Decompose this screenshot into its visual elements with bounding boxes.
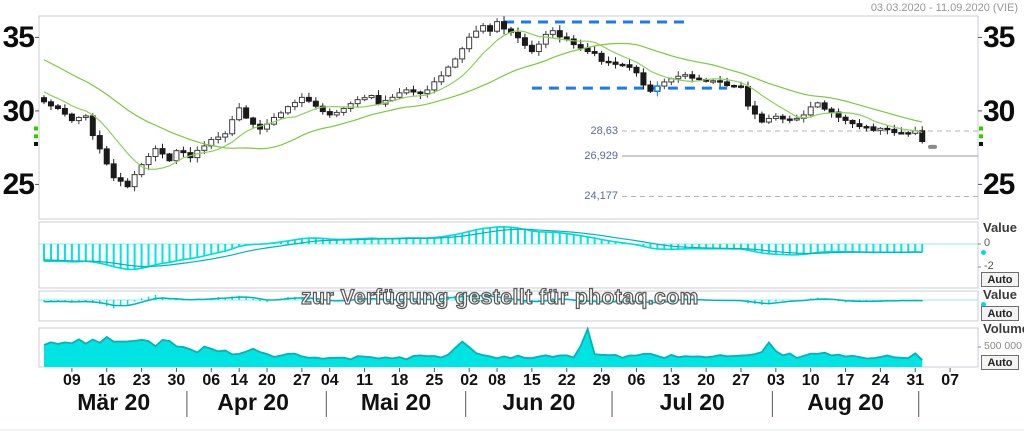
x-axis-week-label: 25 — [425, 372, 444, 389]
x-axis-week-label: 31 — [906, 372, 925, 389]
oscillator-line — [43, 294, 923, 307]
x-axis-week-label: 15 — [522, 372, 541, 389]
volume-title-label: Volume — [983, 321, 1024, 336]
x-axis-week-label: 27 — [732, 372, 750, 389]
ma-long-line — [43, 42, 923, 150]
x-axis-month-label: Apr 20 — [217, 389, 289, 415]
x-axis-week-label: 18 — [390, 372, 409, 389]
last-price-marker — [928, 144, 937, 149]
x-axis-week-label: 06 — [627, 372, 646, 389]
x-axis-week-label: 02 — [460, 372, 479, 389]
macd-minus2-tick: -2 — [984, 260, 994, 272]
price-tick-label-right: 25 — [983, 168, 1015, 202]
x-axis-week-label: 09 — [62, 372, 81, 389]
macd-zero-tick: 0 — [984, 237, 991, 249]
x-axis-week-label: 08 — [488, 372, 506, 389]
price-tick-label-left: 35 — [2, 21, 35, 55]
x-axis-week-label: 07 — [941, 372, 959, 389]
x-axis-week-label: 14 — [230, 372, 249, 389]
price-tick-label-left: 25 — [2, 168, 35, 202]
x-axis-month-label: Mai 20 — [360, 389, 432, 415]
volume-auto-scale-button[interactable]: Auto — [981, 355, 1019, 370]
volume-outline — [43, 326, 923, 361]
macd-line — [43, 226, 923, 271]
x-axis-week-label: 22 — [557, 372, 576, 389]
price-level-label: 24,177 — [584, 190, 618, 203]
price-level-label: 26,929 — [584, 150, 618, 163]
x-axis-week-label: 13 — [662, 372, 681, 389]
x-axis-week-label: 11 — [356, 372, 374, 389]
x-axis-week-label: 24 — [871, 372, 890, 389]
x-axis-week-label: 16 — [97, 372, 116, 389]
x-axis-week-label: 04 — [320, 372, 339, 389]
price-tick-label-left: 30 — [2, 94, 35, 128]
price-tick-label-right: 30 — [983, 94, 1015, 128]
panel-borders — [38, 15, 979, 368]
x-axis-month-label: Mär 20 — [77, 389, 151, 415]
volume-500k-tick: 500 000 — [984, 340, 1022, 352]
x-axis-week-label: 03 — [766, 372, 785, 389]
axis-tick-marks — [0, 36, 1024, 431]
x-axis-week-label: 23 — [132, 372, 151, 389]
oscillator-dot-marker — [981, 302, 986, 307]
x-axis-week-label: 20 — [697, 372, 716, 389]
watermark: zur Verfügung gestellt für photaq.com — [301, 286, 699, 309]
x-axis-week-label: 30 — [167, 372, 186, 389]
x-axis-month-label: Jun 20 — [502, 389, 576, 415]
x-axis-week-label: 29 — [592, 372, 611, 389]
macd-auto-scale-button[interactable]: Auto — [981, 272, 1019, 287]
x-axis-week-label: 06 — [202, 372, 221, 389]
x-axis-week-label: 20 — [258, 372, 276, 389]
macd-dot-marker — [981, 250, 986, 255]
x-axis-week-label: 10 — [801, 372, 820, 389]
price-tick-label-right: 35 — [983, 21, 1015, 55]
x-axis-month-label: Jul 20 — [659, 389, 725, 415]
price-level-lines — [622, 130, 978, 197]
x-axis-week-label: 27 — [292, 372, 311, 389]
macd-value-label: Value — [983, 220, 1017, 235]
price-level-label: 28,63 — [590, 125, 618, 138]
edge-markers — [34, 126, 983, 149]
ma-short-line — [43, 30, 923, 170]
macd-signal-line — [43, 228, 923, 268]
x-axis-week-label: 17 — [836, 372, 855, 389]
oscillator-auto-scale-button[interactable]: Auto — [981, 306, 1019, 321]
oscillator-value-label: Value — [983, 287, 1017, 302]
date-range-label: 03.03.2020 - 11.09.2020 (VIE) — [870, 2, 1018, 14]
x-axis-month-label: Aug 20 — [807, 389, 884, 415]
